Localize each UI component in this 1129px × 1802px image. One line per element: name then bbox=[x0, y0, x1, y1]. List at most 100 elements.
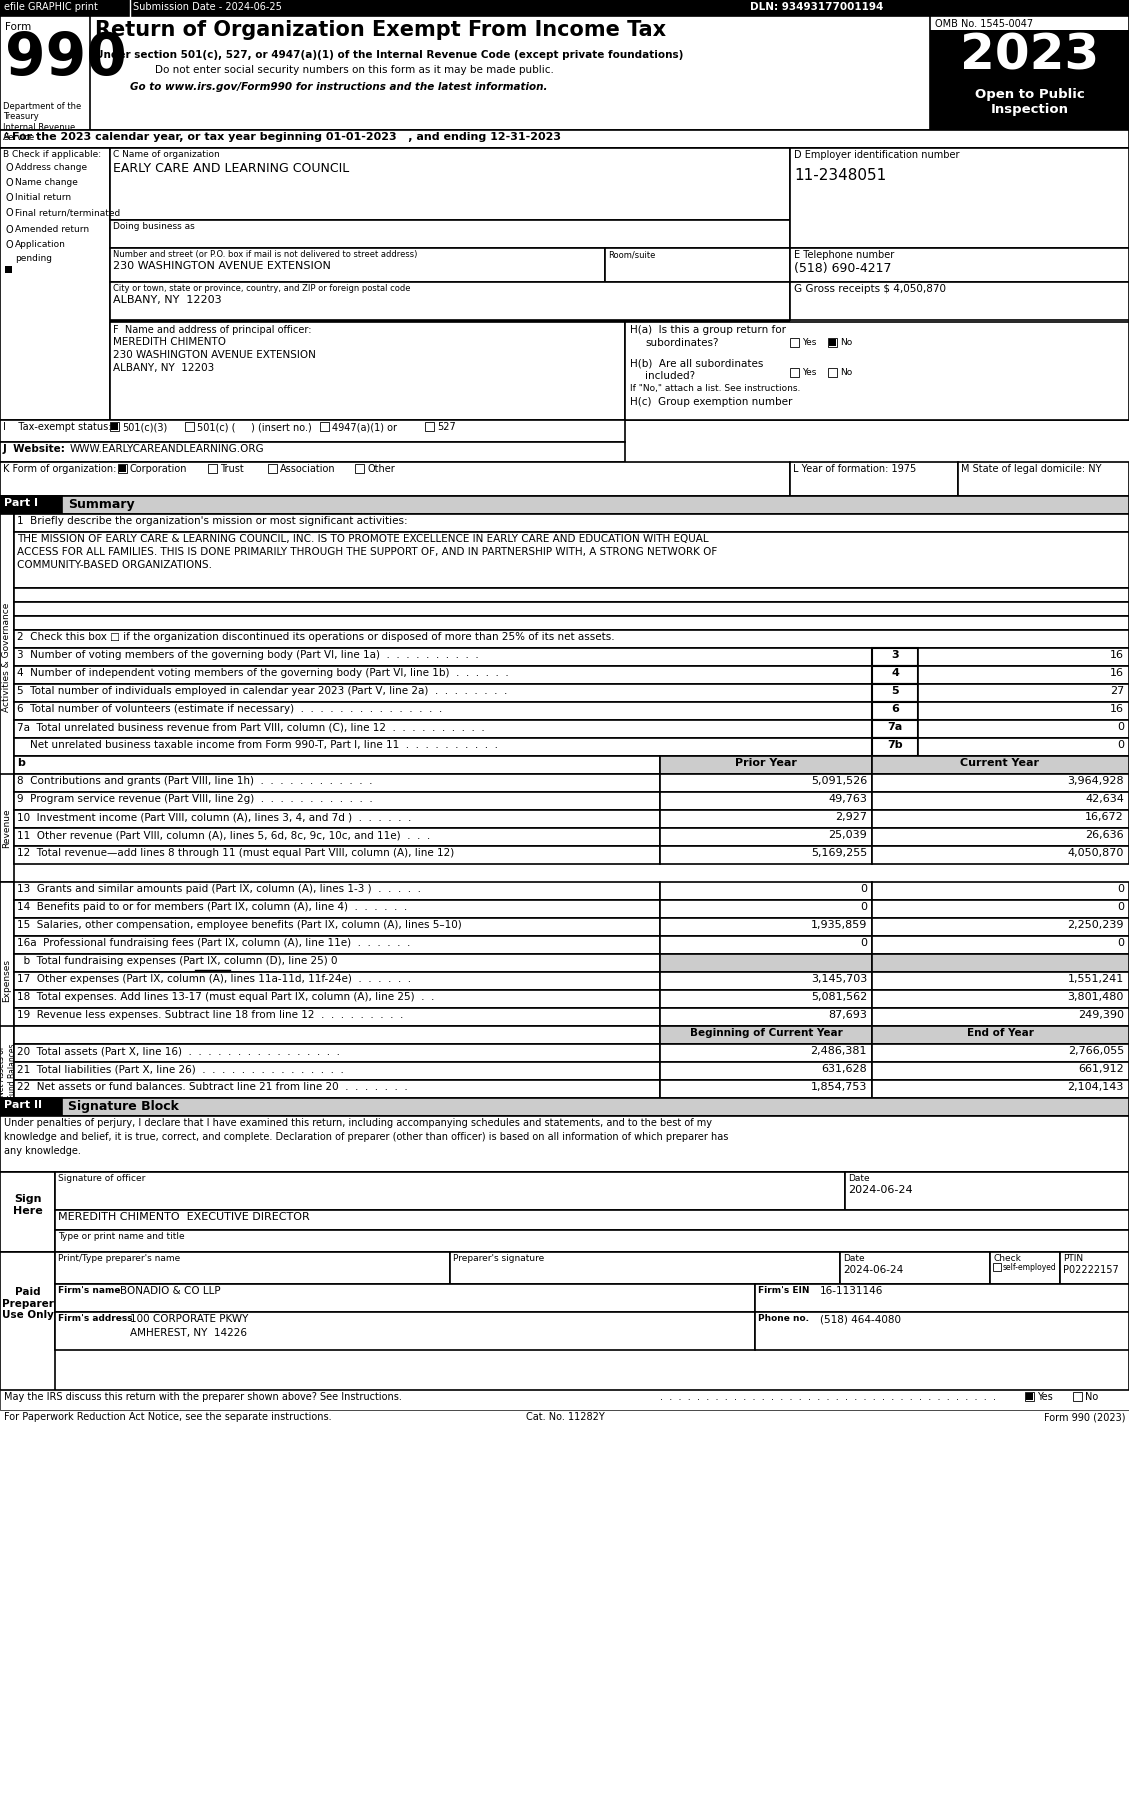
Text: End of Year: End of Year bbox=[966, 1027, 1033, 1038]
Text: subordinates?: subordinates? bbox=[645, 339, 718, 348]
Text: b: b bbox=[17, 759, 25, 768]
Bar bbox=[55, 1231, 1129, 1252]
Text: 631,628: 631,628 bbox=[821, 1063, 867, 1074]
Bar bbox=[660, 881, 872, 899]
Bar bbox=[0, 496, 1129, 514]
Bar bbox=[0, 1097, 1129, 1115]
Text: Net Assets or
Fund Balances: Net Assets or Fund Balances bbox=[0, 1043, 17, 1099]
Bar bbox=[872, 1043, 1129, 1061]
Text: 0: 0 bbox=[1117, 939, 1124, 948]
Text: 16a  Professional fundraising fees (Part IX, column (A), line 11e)  .  .  .  .  : 16a Professional fundraising fees (Part … bbox=[17, 939, 410, 948]
Bar bbox=[14, 616, 1129, 631]
Bar bbox=[119, 463, 126, 472]
Bar bbox=[0, 496, 62, 514]
Bar bbox=[110, 220, 790, 249]
Bar bbox=[660, 793, 872, 811]
Bar bbox=[872, 881, 1129, 899]
Bar bbox=[14, 1079, 660, 1097]
Bar bbox=[14, 1007, 660, 1025]
Text: 10  Investment income (Part VIII, column (A), lines 3, 4, and 7d )  .  .  .  .  : 10 Investment income (Part VIII, column … bbox=[17, 813, 411, 822]
Text: 4: 4 bbox=[891, 669, 899, 678]
Text: DLN: 93493177001194: DLN: 93493177001194 bbox=[750, 2, 883, 13]
Text: Firm's EIN: Firm's EIN bbox=[758, 1287, 809, 1296]
Text: ALBANY, NY  12203: ALBANY, NY 12203 bbox=[113, 296, 221, 305]
Bar bbox=[14, 1025, 660, 1043]
Text: 230 WASHINGTON AVENUE EXTENSION: 230 WASHINGTON AVENUE EXTENSION bbox=[113, 261, 331, 270]
Text: Return of Organization Exempt From Income Tax: Return of Organization Exempt From Incom… bbox=[95, 20, 666, 40]
Text: 4  Number of independent voting members of the governing body (Part VI, line 1b): 4 Number of independent voting members o… bbox=[17, 669, 509, 678]
Bar bbox=[790, 249, 1129, 281]
Text: H(a)  Is this a group return for: H(a) Is this a group return for bbox=[630, 324, 786, 335]
Bar bbox=[872, 899, 1129, 917]
Text: I    Tax-exempt status:: I Tax-exempt status: bbox=[3, 422, 112, 432]
Text: 13  Grants and similar amounts paid (Part IX, column (A), lines 1-3 )  .  .  .  : 13 Grants and similar amounts paid (Part… bbox=[17, 885, 421, 894]
Bar bbox=[14, 899, 660, 917]
Bar bbox=[185, 422, 194, 431]
Text: 2  Check this box □ if the organization discontinued its operations or disposed : 2 Check this box □ if the organization d… bbox=[17, 633, 614, 642]
Bar bbox=[660, 1079, 872, 1097]
Bar bbox=[844, 1171, 1129, 1209]
Text: City or town, state or province, country, and ZIP or foreign postal code: City or town, state or province, country… bbox=[113, 285, 411, 294]
Bar bbox=[790, 339, 799, 348]
Text: Date: Date bbox=[848, 1173, 869, 1182]
Text: .  .  .  .  .  .  .  .  .  .  .  .  .  .  .  .  .  .  .  .  .  .  .  .  .  .  . : . . . . . . . . . . . . . . . . . . . . … bbox=[660, 1391, 996, 1402]
Bar bbox=[0, 461, 790, 496]
Bar bbox=[930, 79, 1129, 130]
Text: Do not enter social security numbers on this form as it may be made public.: Do not enter social security numbers on … bbox=[155, 65, 554, 76]
Text: 16: 16 bbox=[1110, 669, 1124, 678]
Bar bbox=[14, 793, 660, 811]
Text: Application: Application bbox=[15, 240, 65, 249]
Text: 5  Total number of individuals employed in calendar year 2023 (Part V, line 2a) : 5 Total number of individuals employed i… bbox=[17, 687, 507, 696]
Bar bbox=[14, 917, 660, 935]
Text: Open to Public
Inspection: Open to Public Inspection bbox=[975, 88, 1085, 115]
Text: Expenses: Expenses bbox=[2, 959, 11, 1002]
Bar bbox=[110, 422, 119, 431]
Text: Current Year: Current Year bbox=[961, 759, 1040, 768]
Bar bbox=[660, 775, 872, 793]
Text: ALBANY, NY  12203: ALBANY, NY 12203 bbox=[113, 362, 215, 373]
Text: 0: 0 bbox=[1117, 885, 1124, 894]
Text: 16-1131146: 16-1131146 bbox=[820, 1287, 883, 1296]
Bar bbox=[790, 461, 959, 496]
Text: Sign
Here: Sign Here bbox=[14, 1195, 43, 1216]
Text: Type or print name and title: Type or print name and title bbox=[58, 1233, 185, 1242]
Text: Initial return: Initial return bbox=[15, 193, 71, 202]
Text: Check: Check bbox=[994, 1254, 1021, 1263]
Bar bbox=[14, 703, 872, 721]
Bar bbox=[119, 465, 126, 472]
Text: 501(c)(3): 501(c)(3) bbox=[122, 422, 167, 432]
Text: 100 CORPORATE PKWY: 100 CORPORATE PKWY bbox=[130, 1314, 248, 1324]
Bar bbox=[660, 1043, 872, 1061]
Text: For Paperwork Reduction Act Notice, see the separate instructions.: For Paperwork Reduction Act Notice, see … bbox=[5, 1413, 332, 1422]
Bar bbox=[872, 703, 918, 721]
Text: 49,763: 49,763 bbox=[829, 795, 867, 804]
Bar bbox=[790, 148, 1129, 249]
Bar bbox=[55, 1312, 755, 1350]
Text: 42,634: 42,634 bbox=[1085, 795, 1124, 804]
Text: (518) 690-4217: (518) 690-4217 bbox=[794, 261, 892, 276]
Bar bbox=[14, 649, 872, 667]
Bar bbox=[0, 881, 14, 1079]
Bar bbox=[918, 739, 1129, 757]
Text: 5,081,562: 5,081,562 bbox=[811, 991, 867, 1002]
Bar bbox=[14, 811, 660, 827]
Text: b  Total fundraising expenses (Part IX, column (D), line 25) 0: b Total fundraising expenses (Part IX, c… bbox=[17, 957, 338, 966]
Text: THE MISSION OF EARLY CARE & LEARNING COUNCIL, INC. IS TO PROMOTE EXCELLENCE IN E: THE MISSION OF EARLY CARE & LEARNING COU… bbox=[17, 533, 709, 544]
Text: self-employed: self-employed bbox=[1003, 1263, 1057, 1272]
Text: Room/suite: Room/suite bbox=[609, 250, 655, 259]
Bar bbox=[660, 827, 872, 845]
Bar bbox=[14, 667, 872, 685]
Bar bbox=[872, 667, 918, 685]
Bar bbox=[1073, 1391, 1082, 1400]
Bar bbox=[0, 775, 14, 881]
Text: G Gross receipts $ 4,050,870: G Gross receipts $ 4,050,870 bbox=[794, 285, 946, 294]
Text: 18  Total expenses. Add lines 13-17 (must equal Part IX, column (A), line 25)  .: 18 Total expenses. Add lines 13-17 (must… bbox=[17, 991, 435, 1002]
Text: Trust: Trust bbox=[220, 463, 244, 474]
Text: 11  Other revenue (Part VIII, column (A), lines 5, 6d, 8c, 9c, 10c, and 11e)  . : 11 Other revenue (Part VIII, column (A),… bbox=[17, 831, 430, 840]
Text: 20  Total assets (Part X, line 16)  .  .  .  .  .  .  .  .  .  .  .  .  .  .  . : 20 Total assets (Part X, line 16) . . . … bbox=[17, 1045, 340, 1056]
Text: Form: Form bbox=[5, 22, 32, 32]
Bar bbox=[0, 1025, 14, 1115]
Bar bbox=[872, 1079, 1129, 1097]
Text: May the IRS discuss this return with the preparer shown above? See Instructions.: May the IRS discuss this return with the… bbox=[5, 1391, 402, 1402]
Bar bbox=[14, 989, 660, 1007]
